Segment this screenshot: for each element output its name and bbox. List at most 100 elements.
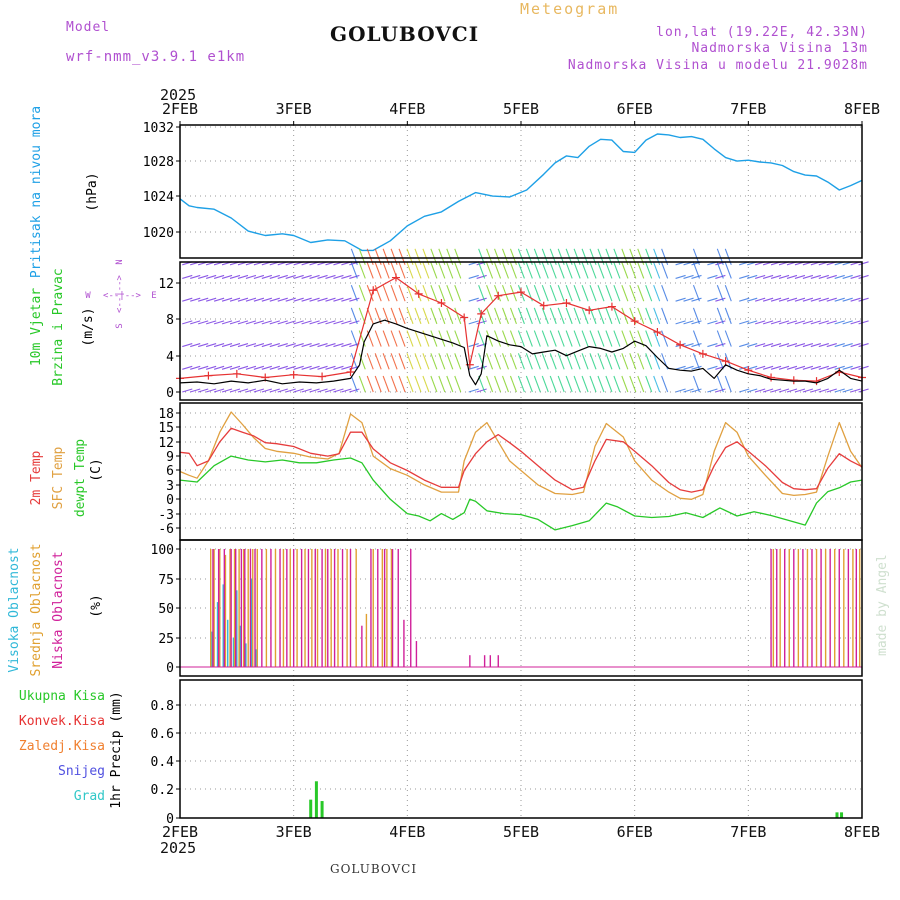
wind-arrow	[430, 307, 438, 325]
wind-arrow	[253, 274, 265, 279]
wind-arrow	[213, 388, 225, 393]
wind-arrow	[858, 274, 869, 279]
wind-arrow	[182, 320, 193, 325]
wind-arrow	[581, 307, 589, 325]
wind-arrow	[277, 365, 288, 370]
wind-arrow	[517, 307, 525, 325]
wind-arrow	[374, 353, 382, 370]
x-tick-label-top: 6FEB	[617, 100, 653, 118]
wind-arrow	[605, 284, 613, 302]
wind-arrow	[605, 353, 613, 370]
wind-arrow	[366, 307, 374, 325]
wind-arrow	[501, 307, 510, 325]
wind-arrow	[739, 297, 750, 302]
precip-bar	[314, 781, 318, 818]
compass-w: W	[85, 291, 91, 301]
wind-arrow	[494, 353, 502, 370]
temp-ylabel-2m: 2m Temp	[29, 450, 44, 505]
wind-arrow	[198, 320, 209, 325]
wind-arrow	[486, 307, 494, 325]
wind-arrow	[446, 330, 454, 347]
cloud-ylabel-mid: Srednja Oblacnost	[29, 543, 44, 676]
wind-arrow	[850, 343, 861, 348]
wind-arrow	[621, 375, 629, 393]
wind-arrow	[501, 284, 510, 302]
wind-arrow	[285, 388, 296, 393]
wind-arrow	[438, 262, 446, 279]
wind-arrow	[213, 365, 225, 370]
wind-arrow	[645, 307, 653, 325]
y-tick-label: 1028	[143, 155, 174, 170]
wind-arrow	[778, 320, 790, 325]
wind-arrow	[350, 307, 358, 325]
wind-arrow	[653, 284, 661, 302]
wind-arrow	[398, 284, 406, 302]
wind-arrow	[261, 297, 272, 302]
wind-arrow	[468, 297, 479, 302]
wind-arrow	[683, 388, 694, 393]
wind-arrow	[549, 353, 557, 370]
precip-legend-item: Snijeg	[58, 764, 105, 779]
wind-arrow	[786, 320, 798, 325]
model-label: Model	[66, 20, 111, 35]
wind-arrow	[205, 365, 217, 370]
wind-arrow	[597, 375, 605, 393]
wind-arrow	[486, 353, 494, 370]
wind-arrow	[285, 365, 296, 370]
x-tick-label-top: 7FEB	[730, 100, 766, 118]
precip-legend-item: Ukupna Kisa	[19, 689, 105, 704]
wind-arrow	[406, 330, 414, 347]
compass-arrows-v: <--|-->	[115, 274, 125, 313]
wind-arrow	[414, 330, 422, 347]
wind-arrow	[422, 307, 430, 325]
wind-arrow	[190, 343, 201, 348]
wind-arrow	[509, 307, 517, 325]
wind-arrow	[358, 284, 366, 302]
wind-arrow	[430, 375, 438, 393]
wind-arrow	[739, 320, 750, 325]
wind-arrow	[858, 297, 869, 302]
wind-arrow	[198, 343, 209, 348]
wind-arrow	[826, 365, 837, 370]
wind-arrow	[691, 343, 702, 348]
wind-arrow	[533, 284, 541, 302]
wind-arrow	[597, 330, 605, 347]
wind-arrow	[739, 388, 750, 393]
wind-arrow	[661, 284, 669, 302]
wind-arrow	[293, 297, 304, 302]
wind-arrow	[621, 307, 629, 325]
wind-arrow	[478, 330, 486, 347]
wind-arrow	[309, 388, 320, 393]
gust-marker	[721, 357, 730, 366]
wind-arrow	[762, 365, 774, 370]
gust-marker	[460, 313, 469, 322]
wind-arrow	[476, 388, 487, 393]
wind-arrow	[454, 284, 462, 302]
wind-arrow	[691, 365, 702, 370]
gust-marker	[607, 302, 616, 311]
wind-arrow	[581, 262, 589, 279]
wind-arrow	[842, 274, 853, 279]
wind-arrow	[454, 262, 462, 279]
elevation-label: Nadmorska Visina 13m	[691, 41, 868, 56]
gust-marker	[414, 289, 423, 298]
wind-arrow	[414, 262, 422, 279]
wind-arrow	[691, 320, 702, 325]
wind-arrow	[366, 262, 374, 279]
wind-arrow	[325, 320, 336, 325]
wind-arrow	[818, 365, 829, 370]
wind-arrow	[245, 274, 257, 279]
wind-arrow	[509, 262, 517, 279]
wind-arrow	[653, 375, 661, 393]
wind-arrow	[478, 284, 486, 302]
wind-arrow	[675, 274, 686, 279]
wind-arrow	[810, 297, 822, 302]
wind-arrow	[382, 262, 390, 279]
gust-marker	[744, 366, 753, 375]
wind-arrow	[637, 284, 645, 302]
gust-marker	[653, 328, 662, 337]
wind-arrow	[858, 343, 869, 348]
wind-arrow	[205, 297, 217, 302]
wind-arrow	[818, 274, 829, 279]
wind-arrow	[301, 320, 312, 325]
